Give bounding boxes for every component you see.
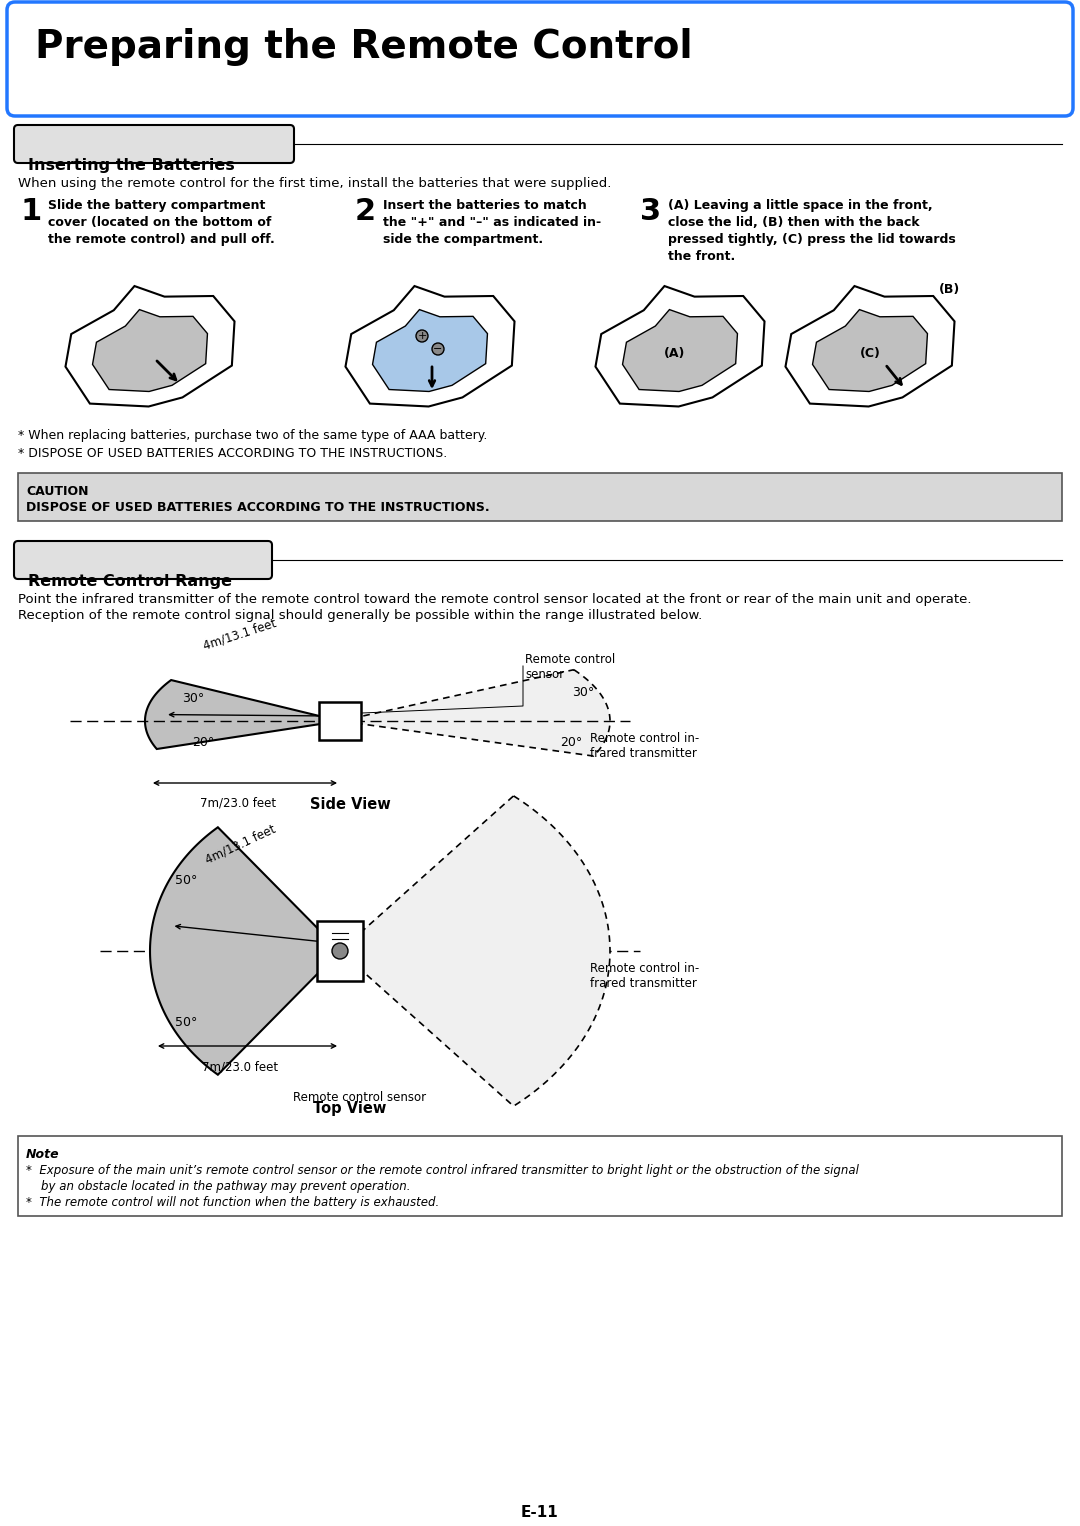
Text: (C): (C) [860,348,880,360]
Polygon shape [622,310,738,392]
Text: Inserting the Batteries: Inserting the Batteries [28,159,234,172]
Text: Insert the batteries to match
the "+" and "–" as indicated in-
side the compartm: Insert the batteries to match the "+" an… [383,198,602,246]
Bar [18,473,1062,520]
Polygon shape [595,285,765,406]
Text: 30°: 30° [183,693,204,705]
Text: Preparing the Remote Control: Preparing the Remote Control [35,27,692,66]
Circle shape [332,943,348,958]
Text: (A) Leaving a little space in the front,
close the lid, (B) then with the back
p: (A) Leaving a little space in the front,… [669,198,956,262]
Text: 7m/23.0 feet: 7m/23.0 feet [200,797,276,810]
Polygon shape [346,285,514,406]
Text: Slide the battery compartment
cover (located on the bottom of
the remote control: Slide the battery compartment cover (loc… [48,198,274,246]
Polygon shape [340,797,610,1106]
Text: Remote control in-
frared transmitter: Remote control in- frared transmitter [590,961,699,990]
Text: E-11: E-11 [522,1505,558,1520]
Polygon shape [340,670,610,755]
Circle shape [432,343,444,356]
Text: 4m/13.1 feet: 4m/13.1 feet [202,617,279,652]
Polygon shape [785,285,955,406]
Polygon shape [150,827,340,1074]
Polygon shape [66,285,234,406]
Polygon shape [145,681,340,749]
Text: 4m/13.1 feet: 4m/13.1 feet [203,823,278,865]
Polygon shape [812,310,928,392]
Text: Remote control sensor: Remote control sensor [294,1091,427,1103]
Text: Remote control in-
frared transmitter: Remote control in- frared transmitter [590,732,699,760]
Text: 50°: 50° [175,1016,198,1030]
Text: Reception of the remote control signal should generally be possible within the r: Reception of the remote control signal s… [18,609,702,623]
Text: *  Exposure of the main unit’s remote control sensor or the remote control infra: * Exposure of the main unit’s remote con… [26,1164,859,1177]
Polygon shape [373,310,487,392]
Text: 1: 1 [21,197,41,226]
Text: (A): (A) [664,348,686,360]
Text: 20°: 20° [561,737,582,749]
Text: Point the infrared transmitter of the remote control toward the remote control s: Point the infrared transmitter of the re… [18,594,972,606]
Text: Note: Note [26,1148,59,1161]
Text: (B): (B) [940,282,960,296]
Polygon shape [93,310,207,392]
Text: 2: 2 [355,197,376,226]
Text: 3: 3 [640,197,661,226]
Bar [318,922,363,981]
Text: DISPOSE OF USED BATTERIES ACCORDING TO THE INSTRUCTIONS.: DISPOSE OF USED BATTERIES ACCORDING TO T… [26,501,489,514]
Text: *  The remote control will not function when the battery is exhausted.: * The remote control will not function w… [26,1196,440,1209]
Text: 50°: 50° [175,874,198,888]
Text: Remote Control Range: Remote Control Range [28,574,232,589]
Bar [319,702,361,740]
FancyBboxPatch shape [6,2,1074,116]
Text: * When replacing batteries, purchase two of the same type of AAA battery.: * When replacing batteries, purchase two… [18,429,487,443]
Text: * DISPOSE OF USED BATTERIES ACCORDING TO THE INSTRUCTIONS.: * DISPOSE OF USED BATTERIES ACCORDING TO… [18,447,447,459]
Text: 20°: 20° [192,737,214,749]
Text: CAUTION: CAUTION [26,485,89,497]
Text: When using the remote control for the first time, install the batteries that wer: When using the remote control for the fi… [18,177,611,191]
Text: by an obstacle located in the pathway may prevent operation.: by an obstacle located in the pathway ma… [26,1180,410,1193]
Text: 7m/23.0 feet: 7m/23.0 feet [202,1061,278,1074]
Text: Remote control
sensor: Remote control sensor [525,653,616,681]
Text: 30°: 30° [572,687,594,699]
FancyBboxPatch shape [14,125,294,163]
Circle shape [416,330,428,342]
FancyBboxPatch shape [14,542,272,578]
Text: −: − [433,343,443,354]
Bar [18,1135,1062,1216]
Text: +: + [417,331,427,340]
Text: Top View: Top View [313,1100,387,1116]
Text: Side View: Side View [310,797,390,812]
